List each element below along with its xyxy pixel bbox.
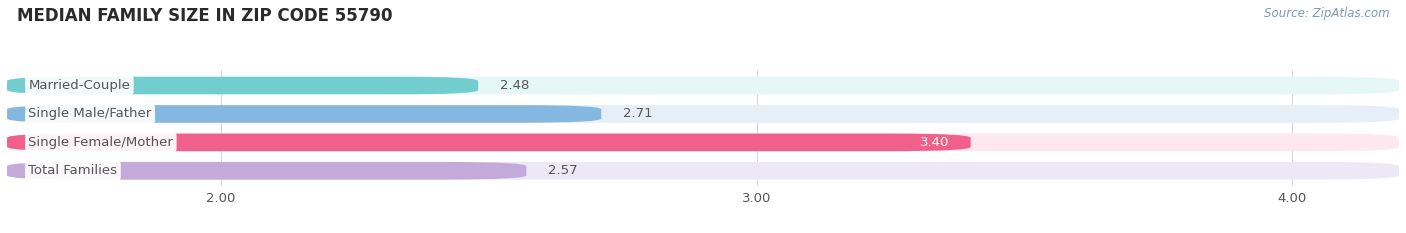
- FancyBboxPatch shape: [7, 105, 602, 123]
- Text: MEDIAN FAMILY SIZE IN ZIP CODE 55790: MEDIAN FAMILY SIZE IN ZIP CODE 55790: [17, 7, 392, 25]
- FancyBboxPatch shape: [7, 162, 1399, 180]
- FancyBboxPatch shape: [7, 77, 1399, 94]
- Text: 2.57: 2.57: [548, 164, 578, 177]
- Text: Single Female/Mother: Single Female/Mother: [28, 136, 173, 149]
- Text: 2.71: 2.71: [623, 107, 652, 120]
- FancyBboxPatch shape: [7, 134, 970, 151]
- FancyBboxPatch shape: [7, 134, 1399, 151]
- Text: Source: ZipAtlas.com: Source: ZipAtlas.com: [1264, 7, 1389, 20]
- FancyBboxPatch shape: [7, 77, 478, 94]
- Text: Single Male/Father: Single Male/Father: [28, 107, 152, 120]
- FancyBboxPatch shape: [7, 162, 526, 180]
- Text: 3.40: 3.40: [920, 136, 949, 149]
- Text: Total Families: Total Families: [28, 164, 118, 177]
- Text: 2.48: 2.48: [499, 79, 529, 92]
- FancyBboxPatch shape: [7, 105, 1399, 123]
- Text: Married-Couple: Married-Couple: [28, 79, 131, 92]
